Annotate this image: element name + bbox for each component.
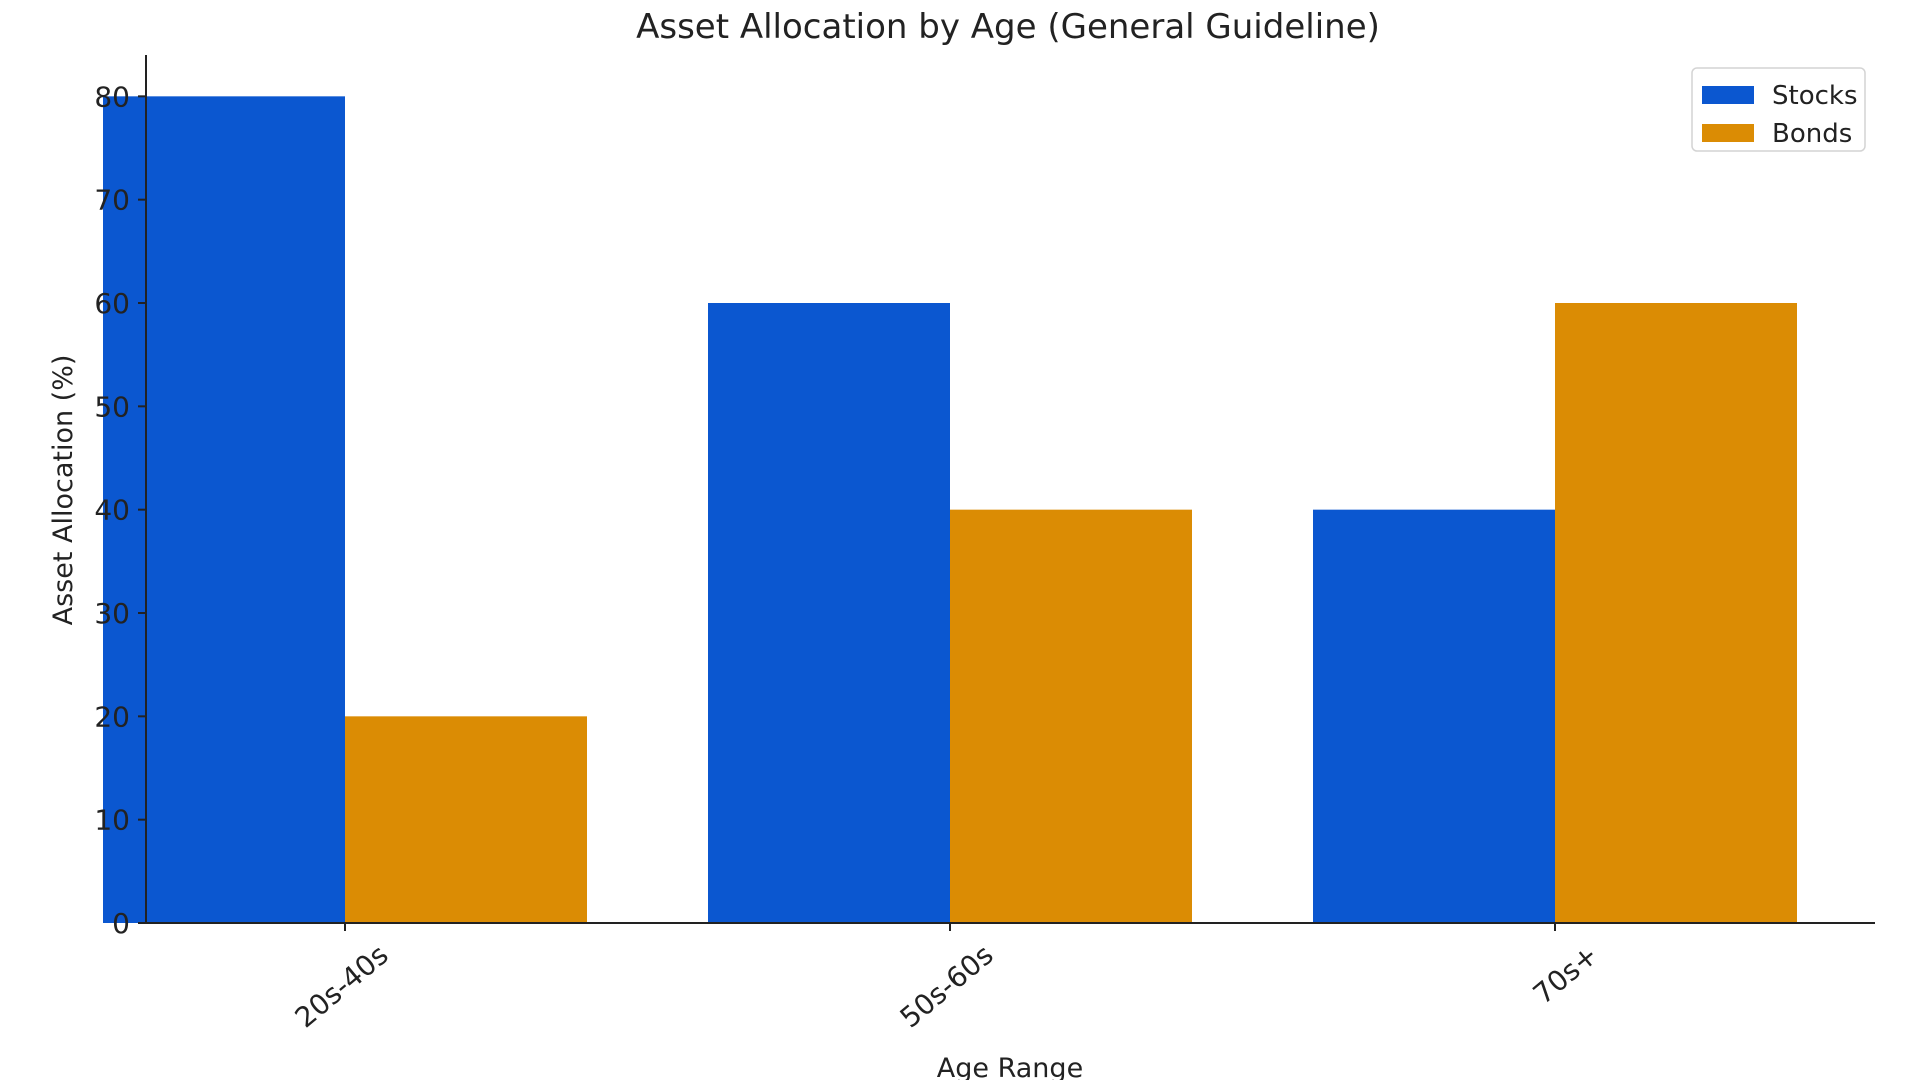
bar-stocks-50s-60s: [708, 303, 950, 923]
y-tick-label-70: 70: [94, 184, 130, 217]
bar-bonds-70s+: [1555, 303, 1797, 923]
y-axis-label: Asset Allocation (%): [48, 355, 79, 626]
chart-title: Asset Allocation by Age (General Guideli…: [636, 7, 1380, 47]
legend-swatch-bonds: [1702, 124, 1754, 142]
y-tick-label-30: 30: [94, 597, 130, 630]
y-tick-label-0: 0: [112, 907, 130, 940]
bars-layer: [103, 96, 1797, 924]
y-tick-label-60: 60: [94, 287, 130, 320]
legend-label-bonds: Bonds: [1772, 119, 1852, 149]
legend-label-stocks: Stocks: [1772, 81, 1858, 111]
y-tick-label-20: 20: [94, 700, 130, 733]
x-tick-label-20s-40s: 20s-40s: [289, 938, 395, 1034]
x-tick-label-50s-60s: 50s-60s: [894, 938, 1000, 1034]
y-tick-label-40: 40: [94, 494, 130, 527]
legend: Stocks Bonds: [1691, 67, 1866, 152]
bar-stocks-70s+: [1313, 509, 1555, 923]
legend-swatch-stocks: [1702, 86, 1754, 104]
bar-bonds-50s-60s: [950, 509, 1192, 923]
y-tick-label-80: 80: [94, 80, 130, 113]
y-tick-label-10: 10: [94, 804, 130, 837]
x-tick-label-70s+: 70s+: [1527, 938, 1605, 1011]
bar-bonds-20s-40s: [345, 716, 587, 923]
x-axis-label: Age Range: [937, 1053, 1083, 1080]
y-tick-label-50: 50: [94, 390, 130, 423]
